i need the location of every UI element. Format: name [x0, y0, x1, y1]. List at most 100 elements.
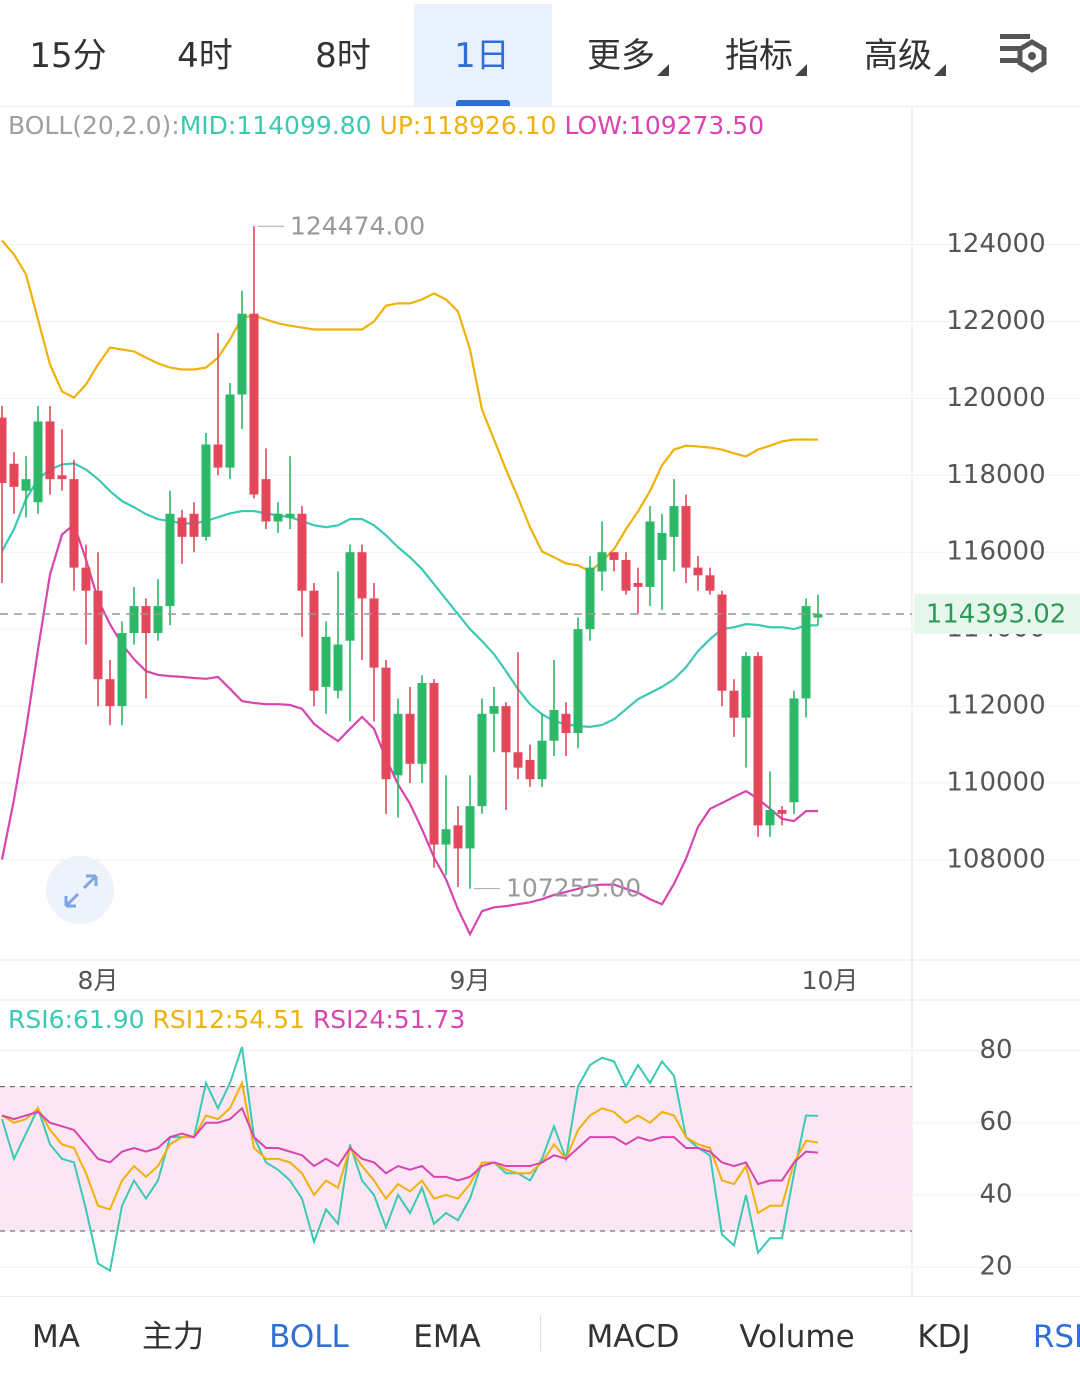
candle-body — [393, 713, 403, 776]
legend-entry: RSI6:61.90 — [8, 1005, 145, 1034]
timeframe-tab[interactable]: 高级 — [864, 0, 946, 106]
candle-body — [645, 521, 655, 587]
candle-body — [753, 656, 763, 826]
candle-body — [441, 829, 451, 845]
timeframe-tab[interactable]: 4时 — [177, 36, 233, 76]
candle-body — [369, 598, 379, 668]
candle-body — [537, 740, 547, 780]
candle-body — [741, 656, 751, 718]
boll-line — [1, 239, 819, 573]
candle-body — [489, 706, 499, 714]
x-tick-label: 8月 — [78, 966, 119, 995]
plot: 124474.00 107255.00 — [0, 211, 823, 937]
settings-icon[interactable] — [994, 28, 1054, 88]
candle-body — [429, 683, 439, 845]
candle-body — [609, 552, 619, 560]
candle-body — [417, 683, 427, 764]
y-tick-label: 122000 — [946, 306, 1045, 336]
annotation-label: 124474.00 — [290, 211, 425, 240]
indicator-tab[interactable]: RSI — [1032, 1319, 1080, 1355]
candle-body — [237, 313, 247, 395]
y-tick-label: 60 — [979, 1107, 1012, 1137]
candle-body — [765, 809, 775, 826]
boll-line — [0, 522, 819, 937]
candle-body — [153, 606, 163, 634]
rsi-band — [0, 1086, 912, 1232]
candle-body — [465, 806, 475, 849]
y-tick-label: 124000 — [946, 229, 1045, 259]
candle-body — [21, 479, 31, 491]
legend-entry: UP:118926.10 — [380, 111, 557, 140]
timeframe-tab[interactable]: 指标 — [725, 0, 807, 106]
candle-body — [309, 590, 319, 691]
candle-body — [381, 667, 391, 780]
expand-icon — [64, 874, 98, 908]
timeframe-tab[interactable]: 15分 — [29, 36, 107, 76]
candle-body — [213, 444, 223, 468]
legend-entry: RSI12:54.51 — [153, 1005, 305, 1034]
candle-body — [729, 690, 739, 718]
candle-body — [45, 421, 55, 480]
indicator-tab[interactable]: MA — [32, 1319, 80, 1355]
indicator-bar: MA 主力 BOLL EMA MACD Volume KDJ RSI — [0, 1296, 1080, 1363]
candle-body — [513, 752, 523, 768]
candle-body — [681, 506, 691, 568]
candle-body — [501, 706, 511, 753]
candle-body — [261, 479, 271, 522]
y-tick-label: 120000 — [946, 383, 1045, 413]
candle-body — [189, 513, 199, 537]
candle-body — [69, 479, 79, 568]
candle-body — [177, 517, 187, 537]
dropdown-arrow — [795, 64, 807, 76]
legend: BOLL(20,2.0):MID:114099.80 UP:118926.10 LO… — [8, 111, 764, 140]
legend-entry: MID:114099.80 — [180, 111, 372, 140]
y-tick-label: 112000 — [946, 691, 1045, 721]
candle-body — [9, 463, 19, 487]
candle-body — [249, 313, 259, 495]
indicator-tab[interactable]: EMA — [413, 1319, 481, 1355]
candle-body — [273, 513, 283, 522]
indicator-tab[interactable]: MACD — [586, 1319, 680, 1355]
timeframe-tab[interactable]: 更多 — [587, 0, 669, 106]
candle-body — [105, 679, 115, 707]
candle-body — [597, 552, 607, 572]
y-tick-label: 116000 — [946, 537, 1045, 567]
candle-body — [117, 633, 127, 707]
indicator-tab[interactable]: 主力 — [142, 1319, 204, 1355]
candle-body — [717, 594, 727, 691]
timeframe-tab[interactable]: 1日 — [454, 36, 510, 76]
last-price-box — [914, 594, 1080, 635]
y-tick-label: 118000 — [946, 460, 1045, 490]
dropdown-arrow — [657, 64, 669, 76]
y-tick-label: 40 — [979, 1179, 1012, 1209]
candle-body — [621, 559, 631, 591]
candle-body — [333, 644, 343, 691]
rsi-line — [1, 1046, 819, 1273]
candle-body — [669, 506, 679, 537]
candle-body — [813, 614, 823, 618]
candle-body — [477, 713, 487, 807]
last-price-label: 114393.02 — [926, 600, 1067, 630]
candle-body — [789, 698, 799, 803]
candle-body — [585, 567, 595, 630]
candle-body — [81, 567, 91, 591]
timeframe-tab[interactable]: 8时 — [315, 36, 371, 76]
indicator-tab[interactable]: KDJ — [917, 1319, 971, 1355]
candle-body — [225, 394, 235, 468]
candle-body — [0, 417, 7, 483]
candle-body — [33, 421, 43, 503]
indicator-tab[interactable]: BOLL — [269, 1319, 349, 1355]
x-tick-label: 9月 — [450, 966, 491, 995]
indicator-tab[interactable]: Volume — [739, 1319, 855, 1355]
legend-title: BOLL(20,2.0): — [8, 111, 180, 140]
y-tick-label: 20 — [979, 1252, 1012, 1282]
candle-body — [693, 567, 703, 576]
timeframe-bar: 15分 4时 8时 1日 更多 指标 高级 — [0, 0, 1080, 107]
x-tick-label: 10月 — [802, 966, 859, 995]
candle-body — [657, 533, 667, 560]
candle-body — [141, 606, 151, 634]
expand-button[interactable] — [46, 856, 114, 924]
candle-body — [321, 636, 331, 687]
